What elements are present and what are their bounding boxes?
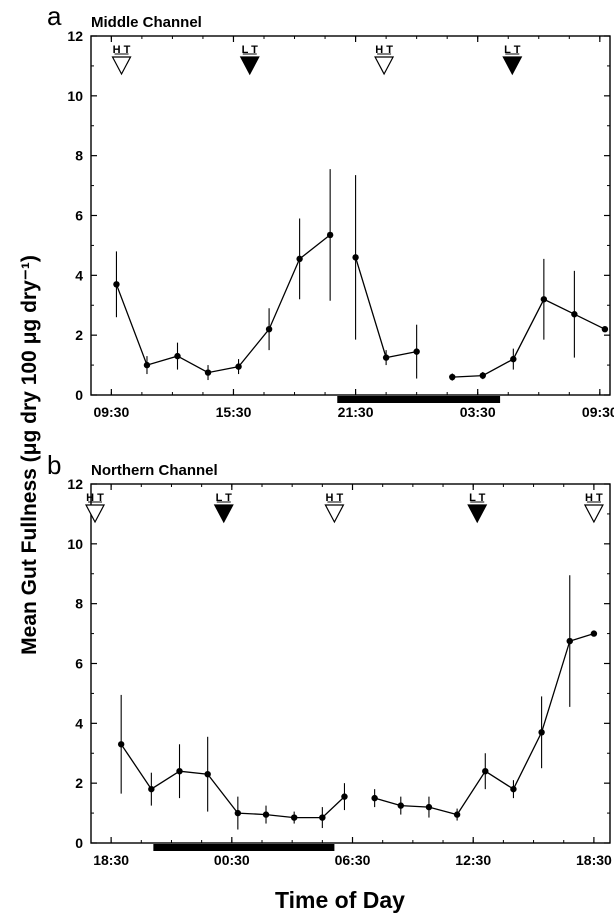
x-tick-label: 15:30	[216, 404, 252, 420]
data-point	[341, 793, 348, 800]
high-tide-label: H T	[113, 44, 131, 56]
data-point	[352, 254, 359, 261]
data-point	[326, 231, 334, 239]
data-point	[319, 814, 326, 821]
low-tide-marker	[239, 56, 260, 76]
x-tick-label: 18:30	[93, 852, 129, 868]
x-tick-label: 21:30	[338, 404, 374, 420]
x-tick-label: 12:30	[455, 852, 491, 868]
data-point	[174, 352, 181, 360]
panel-letter: a	[47, 1, 62, 31]
y-tick-label: 12	[67, 28, 83, 44]
high-tide-marker	[374, 56, 395, 76]
data-point	[510, 785, 517, 793]
x-tick-label: 03:30	[460, 404, 496, 420]
y-tick-label: 8	[75, 148, 83, 164]
panel-letter: b	[47, 450, 61, 480]
data-point	[290, 814, 298, 821]
y-tick-label: 4	[75, 715, 83, 731]
series-line-2	[354, 257, 417, 359]
plot-frame	[90, 35, 611, 396]
data-point	[296, 255, 303, 263]
x-tick-label: 09:30	[93, 404, 129, 420]
series-line-2	[374, 632, 595, 816]
y-tick-label: 8	[75, 596, 83, 612]
data-point	[590, 630, 598, 637]
high-tide-marker	[111, 56, 132, 76]
x-tick-label: 09:30	[582, 404, 614, 420]
low-tide-marker	[502, 56, 523, 76]
panel-b: b Northern Channel 0 2 4 6 8 10 12 18:30 00:30 06:3…	[47, 450, 612, 868]
x-tick-label: 06:30	[335, 852, 371, 868]
high-tide-label: H T	[375, 44, 393, 56]
y-tick-label: 4	[75, 267, 83, 283]
series-line-3	[452, 298, 606, 378]
x-tick-label: 00:30	[214, 852, 250, 868]
y-tick-label: 10	[67, 88, 83, 104]
data-point	[176, 768, 183, 775]
dark-period-bar	[153, 844, 335, 851]
data-point	[265, 325, 273, 333]
y-tick-label: 12	[67, 476, 83, 492]
dark-period-bar	[337, 396, 501, 403]
low-tide-label: L T	[469, 492, 486, 504]
data-point	[371, 794, 378, 802]
panel-a: a Middle Channel 0 2 4 6 8 10 12 09:30 15:30 21:30 0…	[47, 1, 614, 420]
y-tick-label: 2	[75, 775, 83, 791]
high-tide-label: H T	[585, 492, 603, 504]
data-point	[571, 311, 578, 318]
data-point	[566, 637, 573, 645]
data-point	[510, 355, 517, 363]
low-tide-marker	[467, 504, 488, 524]
x-tick-label: 18:30	[576, 852, 612, 868]
data-point	[148, 785, 155, 793]
data-point	[204, 770, 211, 778]
plot-frame	[90, 483, 611, 844]
data-point	[143, 361, 151, 369]
y-axis-label: Mean Gut Fullness (μg dry 100 μg dry⁻¹)	[18, 255, 41, 655]
data-point	[262, 811, 270, 818]
data-point	[479, 372, 486, 379]
data-point	[425, 803, 433, 811]
data-point	[482, 768, 489, 775]
y-tick-label: 6	[75, 656, 83, 672]
data-point	[117, 741, 125, 748]
y-tick-label: 0	[75, 387, 83, 403]
high-tide-marker	[583, 504, 604, 524]
data-point	[235, 363, 242, 370]
chart-panels: a Middle Channel 0 2 4 6 8 10 12 09:30 15:30 21:30 0…	[47, 1, 614, 868]
data-point	[113, 281, 120, 288]
y-tick-label: 10	[67, 536, 83, 552]
data-point	[382, 354, 390, 361]
data-point	[449, 373, 456, 381]
low-tide-label: L T	[242, 44, 259, 56]
x-axis-label: Time of Day	[275, 887, 405, 913]
data-point	[538, 729, 545, 736]
panel-title: Middle Channel	[91, 14, 202, 31]
high-tide-label: H T	[326, 492, 344, 504]
high-tide-marker	[85, 504, 106, 524]
panel-title: Northern Channel	[91, 462, 218, 479]
y-tick-label: 6	[75, 208, 83, 224]
data-point	[601, 325, 609, 333]
y-tick-label: 0	[75, 835, 83, 851]
data-point	[204, 369, 212, 376]
data-point	[397, 802, 404, 809]
data-point	[413, 348, 420, 355]
y-tick-label: 2	[75, 327, 83, 343]
low-tide-marker	[213, 504, 234, 524]
data-point	[453, 811, 461, 818]
series-line-1	[120, 743, 345, 819]
data-point	[234, 809, 242, 817]
series-line-1	[115, 234, 331, 374]
high-tide-marker	[324, 504, 345, 524]
low-tide-label: L T	[504, 44, 521, 56]
data-point	[540, 296, 548, 303]
low-tide-label: L T	[216, 492, 233, 504]
high-tide-label: H T	[86, 492, 104, 504]
